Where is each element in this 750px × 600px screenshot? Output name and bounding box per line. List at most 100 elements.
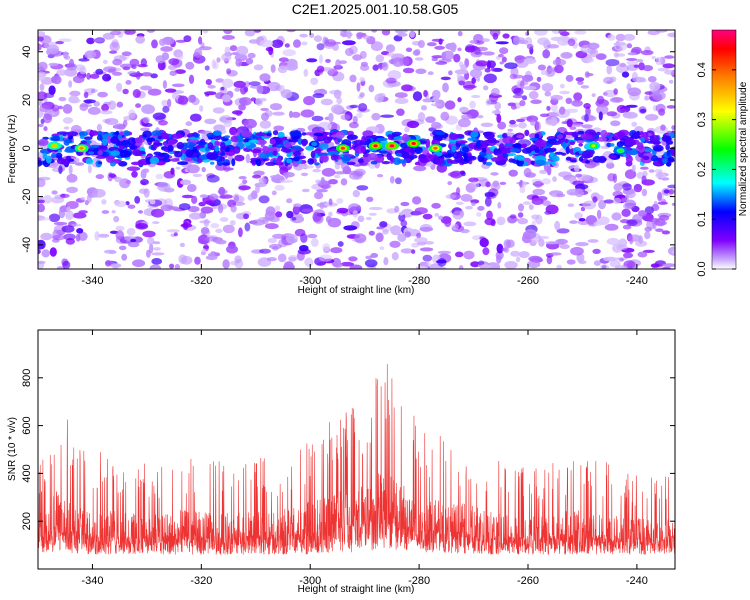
- heat-cell: [294, 228, 306, 237]
- heat-cell: [187, 206, 200, 213]
- heat-cell: [578, 143, 583, 147]
- heat-cell: [102, 139, 108, 146]
- heat-cell: [426, 261, 431, 268]
- heat-cell: [72, 75, 85, 84]
- heat-cell: [205, 79, 212, 86]
- heat-cell: [127, 71, 137, 75]
- heat-cell: [425, 116, 436, 123]
- heat-cell: [666, 150, 671, 157]
- heat-cell: [491, 87, 500, 97]
- heat-cell: [264, 223, 279, 230]
- heat-cell: [282, 49, 296, 57]
- heat-cell: [231, 158, 236, 167]
- heat-cell: [151, 258, 163, 265]
- heat-cell: [307, 158, 315, 165]
- heat-cell: [212, 107, 225, 114]
- y-tick-label: 200: [21, 512, 33, 530]
- heat-cell: [266, 257, 277, 262]
- heat-cell: [515, 256, 521, 263]
- heat-cell: [146, 249, 151, 258]
- heat-cell: [337, 241, 344, 247]
- heat-cell: [571, 99, 583, 107]
- heat-cell: [492, 180, 500, 188]
- heat-cell: [422, 254, 433, 262]
- heat-cell: [362, 35, 371, 40]
- heat-cell: [457, 30, 463, 37]
- heat-cell: [556, 264, 562, 269]
- heat-cell: [458, 265, 464, 269]
- heat-cell: [464, 46, 476, 53]
- heat-cell: [311, 141, 318, 147]
- heat-cell: [243, 213, 250, 220]
- heat-cell: [221, 78, 234, 88]
- heat-cell: [574, 184, 589, 190]
- heat-cell: [255, 97, 264, 107]
- heat-cell: [414, 57, 424, 61]
- heat-cell: [155, 173, 164, 180]
- heat-cell: [377, 174, 384, 178]
- heat-cell: [151, 130, 162, 137]
- heat-cell: [146, 30, 156, 33]
- heat-cell: [412, 49, 421, 56]
- colorbar-tick-label: 0.0: [696, 261, 708, 276]
- heat-cell: [655, 172, 666, 179]
- heat-cell: [509, 73, 518, 80]
- heat-cell: [546, 112, 560, 118]
- heat-cell: [371, 30, 377, 33]
- heat-cell: [667, 32, 675, 38]
- heat-cell: [158, 120, 168, 126]
- heat-cell: [400, 201, 410, 207]
- heat-cell: [149, 199, 156, 205]
- heat-cell: [394, 30, 408, 34]
- y-tick-label: -20: [21, 189, 33, 205]
- heat-cell: [152, 241, 161, 245]
- heat-cell: [130, 238, 137, 243]
- heat-cell: [255, 132, 267, 137]
- heat-cell: [354, 233, 367, 244]
- heat-cell: [625, 136, 633, 142]
- heat-cell: [127, 204, 136, 209]
- heat-cell: [593, 221, 604, 226]
- heat-cell: [607, 34, 616, 41]
- heat-cell: [395, 152, 404, 157]
- heat-cell: [641, 179, 655, 186]
- heat-cell: [342, 156, 351, 162]
- heat-cell: [431, 202, 441, 209]
- heat-peak: [618, 149, 623, 153]
- heat-cell: [572, 123, 584, 127]
- heat-cell: [224, 135, 231, 139]
- heat-cell: [583, 103, 591, 109]
- heat-cell: [380, 114, 394, 118]
- heat-cell: [480, 122, 494, 128]
- colorbar-tick-label: 0.2: [696, 162, 708, 177]
- heat-cell: [301, 208, 314, 213]
- heat-cell: [404, 231, 412, 238]
- heat-cell: [344, 47, 354, 57]
- heat-cell: [271, 39, 284, 48]
- heat-cell: [40, 232, 53, 241]
- heat-cell: [454, 69, 469, 75]
- heat-cell: [644, 206, 655, 215]
- heat-cell: [220, 86, 225, 91]
- heat-cell: [619, 62, 627, 68]
- heat-cell: [77, 231, 88, 241]
- heat-cell: [129, 58, 140, 67]
- heat-cell: [465, 205, 473, 210]
- heat-cell: [534, 139, 547, 148]
- heat-cell: [181, 194, 194, 199]
- heat-cell: [300, 172, 309, 177]
- y-tick-label: 800: [21, 369, 33, 387]
- heat-cell: [581, 124, 593, 129]
- heat-cell: [42, 113, 53, 124]
- heat-cell: [153, 142, 163, 146]
- heat-cell: [129, 145, 138, 150]
- heat-cell: [461, 114, 472, 120]
- heat-cell: [258, 195, 270, 204]
- heat-cell: [38, 248, 41, 255]
- heat-cell: [592, 248, 601, 254]
- heat-cell: [667, 184, 675, 189]
- heat-cell: [222, 259, 230, 269]
- heat-cell: [86, 37, 95, 45]
- heat-cell: [349, 74, 357, 83]
- heat-cell: [186, 164, 200, 174]
